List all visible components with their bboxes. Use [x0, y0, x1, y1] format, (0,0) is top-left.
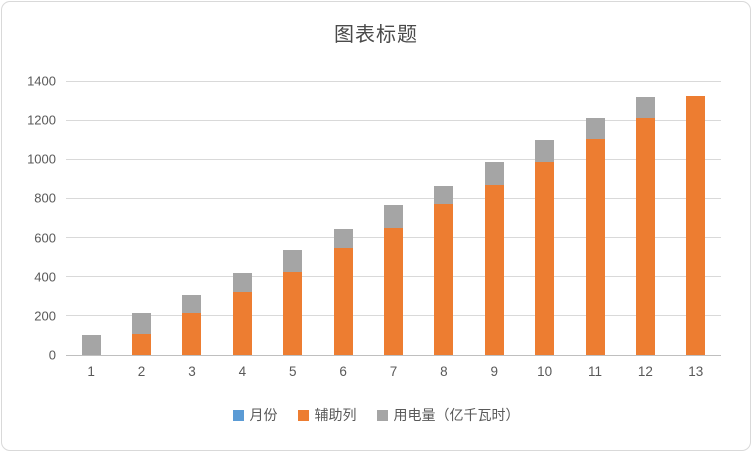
- bar-segment-用电量（亿千瓦时）[interactable]: [81, 335, 101, 355]
- legend-swatch-icon: [232, 409, 244, 421]
- bar-segment-用电量（亿千瓦时）[interactable]: [232, 272, 252, 293]
- bar-segment-辅助列[interactable]: [686, 95, 706, 355]
- bar-column-11: [570, 81, 620, 355]
- bar-column-5: [268, 81, 318, 355]
- bar-stack: [283, 250, 303, 355]
- y-axis-tick-label[interactable]: 400: [34, 269, 56, 285]
- x-axis-tick-label[interactable]: 5: [288, 364, 297, 379]
- bar-segment-辅助列[interactable]: [283, 271, 303, 355]
- x-axis-tick-label[interactable]: 3: [188, 364, 196, 379]
- bar-segment-用电量（亿千瓦时）[interactable]: [535, 139, 555, 163]
- bar-column-13: [671, 81, 721, 355]
- bar-stack: [686, 95, 706, 355]
- bar-stack: [434, 185, 454, 355]
- gridline: [66, 158, 721, 160]
- legend-label: 用电量（亿千瓦时）: [393, 407, 520, 423]
- bar-column-8: [419, 81, 469, 355]
- bar-stack: [484, 162, 504, 355]
- bar-segment-用电量（亿千瓦时）[interactable]: [635, 96, 655, 119]
- bar-segment-辅助列[interactable]: [383, 227, 403, 355]
- x-axis-tick-label[interactable]: 10: [537, 364, 553, 379]
- bar-stack: [535, 139, 555, 355]
- gridline: [66, 80, 721, 82]
- legend-item-月份[interactable]: 月份: [232, 405, 278, 425]
- bar-segment-辅助列[interactable]: [132, 334, 152, 355]
- bar-segment-辅助列[interactable]: [434, 204, 454, 355]
- bar-stack: [132, 312, 152, 355]
- gridline: [66, 119, 721, 121]
- bar-stack: [585, 118, 605, 355]
- bar-segment-用电量（亿千瓦时）[interactable]: [182, 295, 202, 313]
- legend: 月份 辅助列 用电量（亿千瓦时）: [2, 405, 750, 425]
- chart-title[interactable]: 图表标题: [334, 24, 418, 46]
- x-axis-tick-label[interactable]: 7: [389, 364, 398, 379]
- bar-segment-辅助列[interactable]: [484, 184, 504, 355]
- x-axis-tick-label[interactable]: 13: [688, 364, 704, 379]
- bar-column-12: [620, 81, 670, 355]
- bar-stack: [81, 335, 101, 355]
- bar-segment-用电量（亿千瓦时）[interactable]: [434, 185, 454, 205]
- bar-stack: [635, 96, 655, 355]
- legend-label: 月份: [249, 407, 278, 423]
- x-axis-tick-label[interactable]: 2: [137, 364, 146, 379]
- legend-swatch-icon: [297, 409, 309, 421]
- bar-segment-辅助列[interactable]: [535, 162, 555, 355]
- legend-swatch-icon: [376, 409, 388, 421]
- bar-column-10: [519, 81, 569, 355]
- x-axis-tick-label[interactable]: 12: [637, 364, 653, 379]
- y-axis-tick-label[interactable]: 200: [34, 308, 56, 324]
- x-axis-tick-label[interactable]: 4: [238, 364, 247, 379]
- bar-segment-用电量（亿千瓦时）[interactable]: [383, 205, 403, 228]
- y-axis-tick-label[interactable]: 1200: [27, 112, 56, 128]
- bar-segment-辅助列[interactable]: [585, 138, 605, 355]
- bar-column-9: [469, 81, 519, 355]
- legend-label: 辅助列: [314, 407, 357, 423]
- x-axis-tick-label[interactable]: 9: [490, 364, 498, 379]
- y-axis-tick-label[interactable]: 600: [34, 230, 56, 246]
- bar-stack: [383, 205, 403, 355]
- y-axis-tick-label[interactable]: 0: [48, 347, 56, 363]
- x-axis-line: [66, 354, 721, 356]
- bar-segment-辅助列[interactable]: [232, 292, 252, 355]
- bar-column-1: [66, 81, 116, 355]
- bar-stack: [333, 228, 353, 355]
- y-axis-tick-label[interactable]: 800: [34, 190, 56, 206]
- bar-column-3: [167, 81, 217, 355]
- bar-segment-用电量（亿千瓦时）[interactable]: [132, 312, 152, 335]
- bar-segment-辅助列[interactable]: [635, 118, 655, 355]
- bar-segment-用电量（亿千瓦时）[interactable]: [283, 250, 303, 272]
- bar-segment-用电量（亿千瓦时）[interactable]: [484, 162, 504, 185]
- y-axis-tick-label[interactable]: 1400: [27, 73, 56, 89]
- legend-item-用电量（亿千瓦时）[interactable]: 用电量（亿千瓦时）: [376, 405, 520, 425]
- bar-stack: [182, 295, 202, 355]
- bar-segment-辅助列[interactable]: [182, 312, 202, 355]
- bar-column-6: [318, 81, 368, 355]
- gridline: [66, 197, 721, 199]
- y-axis-tick-label[interactable]: 1000: [27, 151, 56, 167]
- x-axis-tick-label[interactable]: 6: [339, 364, 347, 379]
- x-axis-tick-label[interactable]: 8: [440, 364, 448, 379]
- bar-segment-用电量（亿千瓦时）[interactable]: [333, 228, 353, 249]
- x-axis-tick-label[interactable]: 1: [87, 364, 95, 379]
- plot-area: 0 200 400 600 800 1000 1200 1400 1 2 3 4 5 6 7 8 9 10 11 12…: [27, 74, 721, 379]
- bar-column-4: [217, 81, 267, 355]
- legend-item-辅助列[interactable]: 辅助列: [297, 405, 357, 425]
- bar-segment-辅助列[interactable]: [333, 248, 353, 355]
- bar-stack: [232, 272, 252, 355]
- bar-column-2: [116, 81, 166, 355]
- x-axis-tick-label[interactable]: 11: [588, 364, 603, 379]
- bar-segment-用电量（亿千瓦时）[interactable]: [585, 118, 605, 139]
- bar-column-7: [368, 81, 418, 355]
